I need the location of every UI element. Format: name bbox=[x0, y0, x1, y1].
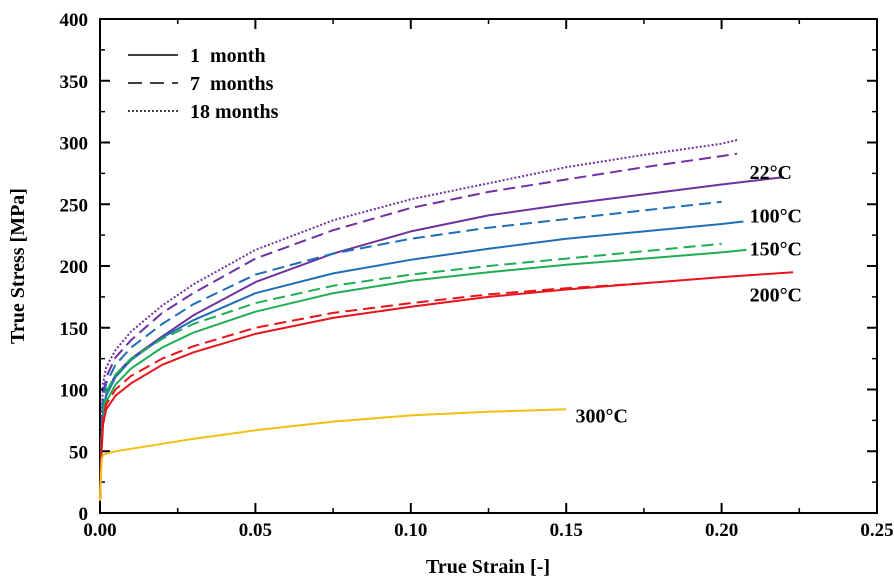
x-tick-label: 0.20 bbox=[705, 520, 738, 541]
x-tick-label: 0.25 bbox=[860, 520, 893, 541]
curve-100C-7-months bbox=[99, 200, 722, 501]
curve-22C-18-months bbox=[99, 139, 738, 501]
curve-22C-1-month bbox=[99, 176, 784, 501]
curve-labels: 22°C 100°C 150°C 200°C 300°C bbox=[576, 162, 803, 427]
y-tick-label: 100 bbox=[60, 381, 89, 402]
curve-200C-7-months bbox=[99, 282, 644, 501]
legend-label: 1 month bbox=[190, 45, 266, 67]
y-tick-label: 300 bbox=[60, 134, 89, 155]
legend-label: 7 months bbox=[190, 73, 274, 95]
y-tick-label: 150 bbox=[60, 319, 89, 340]
x-tick-label: 0.10 bbox=[394, 520, 427, 541]
y-tick-label: 250 bbox=[60, 195, 89, 216]
y-tick-label: 400 bbox=[60, 10, 89, 31]
curve-150C-1-month bbox=[99, 248, 747, 501]
y-tick-label: 0 bbox=[79, 504, 89, 525]
curve-22C-7-months bbox=[99, 152, 738, 501]
curve-label: 150°C bbox=[750, 239, 802, 261]
data-series bbox=[99, 139, 794, 501]
curve-300C-1-month bbox=[99, 408, 567, 501]
x-tick-label: 0.05 bbox=[239, 520, 272, 541]
legend-label: 18 months bbox=[190, 101, 279, 123]
curve-label: 22°C bbox=[750, 162, 792, 184]
y-tick-label: 350 bbox=[60, 72, 89, 93]
curve-label: 300°C bbox=[576, 405, 628, 427]
y-tick-label: 50 bbox=[69, 442, 88, 463]
x-axis-title: True Strain [-] bbox=[426, 556, 550, 578]
legend: 1 month 7 months 18 months bbox=[128, 45, 279, 123]
x-tick-label: 0.15 bbox=[550, 520, 583, 541]
x-tick-label: 0.00 bbox=[83, 520, 116, 541]
curve-100C-1-month bbox=[99, 220, 744, 501]
curve-label: 100°C bbox=[750, 205, 802, 227]
curve-150C-7-months bbox=[99, 242, 722, 501]
curve-200C-1-month bbox=[99, 271, 794, 501]
y-tick-label: 200 bbox=[60, 257, 89, 278]
y-axis-title: True Stress [MPa] bbox=[7, 188, 29, 344]
axis-ticks: 0.00 0.05 0.10 0.15 0.20 0.25 0 50 100 150 200 250 3… bbox=[60, 10, 894, 541]
curve-label: 200°C bbox=[750, 284, 802, 306]
